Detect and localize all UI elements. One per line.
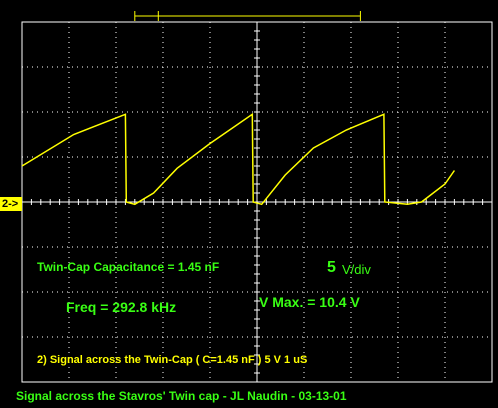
vmax-annotation: V Max. = 10.4 V xyxy=(259,294,360,310)
capacitance-annotation: Twin-Cap Capacitance = 1.45 nF xyxy=(37,260,220,274)
channel-description: 2) Signal across the Twin-Cap ( C=1.45 n… xyxy=(37,354,308,366)
signal-trace xyxy=(21,112,456,206)
frequency-annotation: Freq = 292.8 kHz xyxy=(66,299,177,315)
channel-2-marker: 2-> xyxy=(0,197,22,211)
chart-caption: Signal across the Stavros' Twin cap - JL… xyxy=(16,389,347,403)
vdiv-unit: V/div xyxy=(342,262,371,277)
vdiv-number: 5 xyxy=(327,259,336,276)
